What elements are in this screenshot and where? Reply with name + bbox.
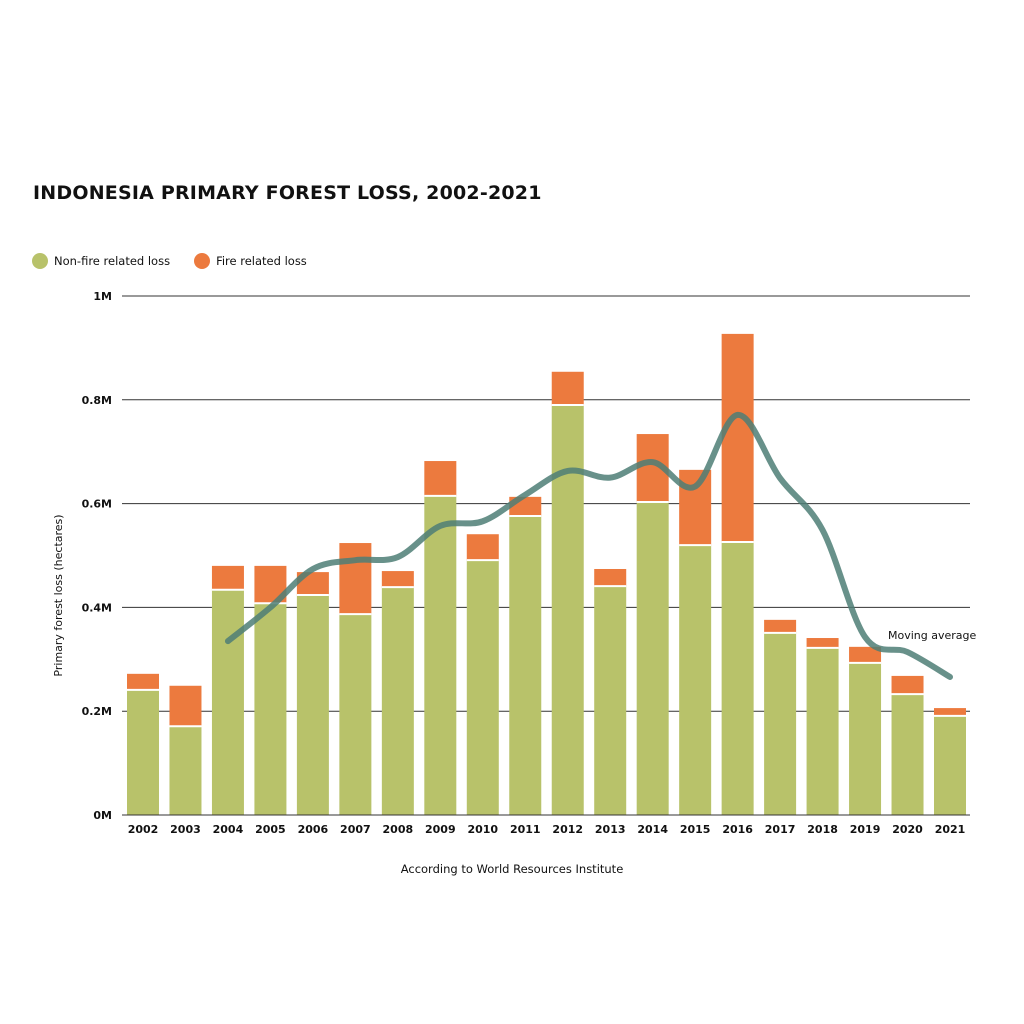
bar-fire xyxy=(934,708,966,716)
bar-non-fire xyxy=(381,587,414,815)
bar-fire xyxy=(594,568,627,587)
bar-fire xyxy=(127,673,159,690)
bar-non-fire xyxy=(636,502,669,815)
bar-non-fire xyxy=(169,726,202,815)
legend-item-fire: Fire related loss xyxy=(194,253,307,269)
x-tick-label: 2011 xyxy=(510,823,541,836)
bar-fire xyxy=(551,371,584,405)
y-tick-label: 0.8M xyxy=(82,394,112,407)
bar-non-fire xyxy=(466,560,499,815)
legend-label: Fire related loss xyxy=(216,254,307,268)
x-tick-label: 2005 xyxy=(255,823,286,836)
bar-non-fire xyxy=(679,545,712,815)
x-tick-label: 2008 xyxy=(383,823,414,836)
legend-label: Non-fire related loss xyxy=(54,254,171,268)
moving-average-line xyxy=(224,411,953,680)
bar-fire xyxy=(466,534,499,561)
legend: Non-fire related loss Fire related loss xyxy=(32,253,307,269)
x-tick-label: 2009 xyxy=(425,823,456,836)
bar-fire xyxy=(339,543,372,615)
x-tick-label: 2020 xyxy=(892,823,923,836)
y-tick-label: 1M xyxy=(93,290,112,303)
x-tick-label: 2015 xyxy=(680,823,711,836)
x-tick-label: 2021 xyxy=(935,823,966,836)
x-tick-label: 2002 xyxy=(128,823,159,836)
bar-non-fire xyxy=(934,715,966,815)
bar-fire xyxy=(211,565,244,590)
bar-fire xyxy=(424,461,457,496)
bar-non-fire xyxy=(339,614,372,815)
x-tick-label: 2016 xyxy=(722,823,753,836)
y-tick-label: 0.6M xyxy=(82,498,112,511)
legend-item-non-fire: Non-fire related loss xyxy=(32,253,170,269)
bar-non-fire xyxy=(806,647,839,815)
x-tick-label: 2003 xyxy=(170,823,201,836)
moving-average-label: Moving average xyxy=(888,629,977,642)
bar-non-fire xyxy=(891,694,924,815)
y-tick-label: 0.2M xyxy=(82,705,112,718)
bar-fire xyxy=(721,333,754,543)
bar-non-fire xyxy=(721,542,754,815)
bar-non-fire xyxy=(254,603,287,815)
bar-non-fire xyxy=(127,689,159,815)
bar-non-fire xyxy=(764,632,797,815)
bar-non-fire xyxy=(424,495,457,815)
bar-fire xyxy=(764,619,797,633)
y-axis-label: Primary forest loss (hectares) xyxy=(52,514,65,676)
bar-fire xyxy=(381,571,414,588)
x-tick-label: 2012 xyxy=(552,823,583,836)
x-tick-label: 2014 xyxy=(637,823,668,836)
bar-non-fire xyxy=(551,404,584,815)
x-tick-label: 2018 xyxy=(807,823,838,836)
x-tick-label: 2019 xyxy=(850,823,881,836)
bar-fire xyxy=(806,638,839,648)
legend-swatch-non-fire xyxy=(32,253,48,269)
x-axis-label: According to World Resources Institute xyxy=(400,862,624,876)
x-tick-label: 2006 xyxy=(298,823,329,836)
bar-fire xyxy=(891,675,924,695)
x-tick-label: 2013 xyxy=(595,823,626,836)
bar-non-fire xyxy=(211,589,244,815)
x-tick-label: 2010 xyxy=(467,823,498,836)
bar-non-fire xyxy=(594,586,627,815)
bar-fire xyxy=(679,469,712,546)
bar-non-fire xyxy=(849,662,882,815)
x-tick-label: 2007 xyxy=(340,823,371,836)
bar-non-fire xyxy=(509,516,542,815)
bar-non-fire xyxy=(296,594,329,815)
x-tick-label: 2004 xyxy=(213,823,244,836)
x-tick-label: 2017 xyxy=(765,823,796,836)
y-tick-label: 0M xyxy=(93,809,112,822)
chart-title: INDONESIA PRIMARY FOREST LOSS, 2002-2021 xyxy=(33,182,542,204)
y-tick-label: 0.4M xyxy=(82,601,112,614)
bar-fire xyxy=(169,685,202,727)
legend-swatch-fire xyxy=(194,253,211,269)
bar-fire xyxy=(849,646,882,663)
